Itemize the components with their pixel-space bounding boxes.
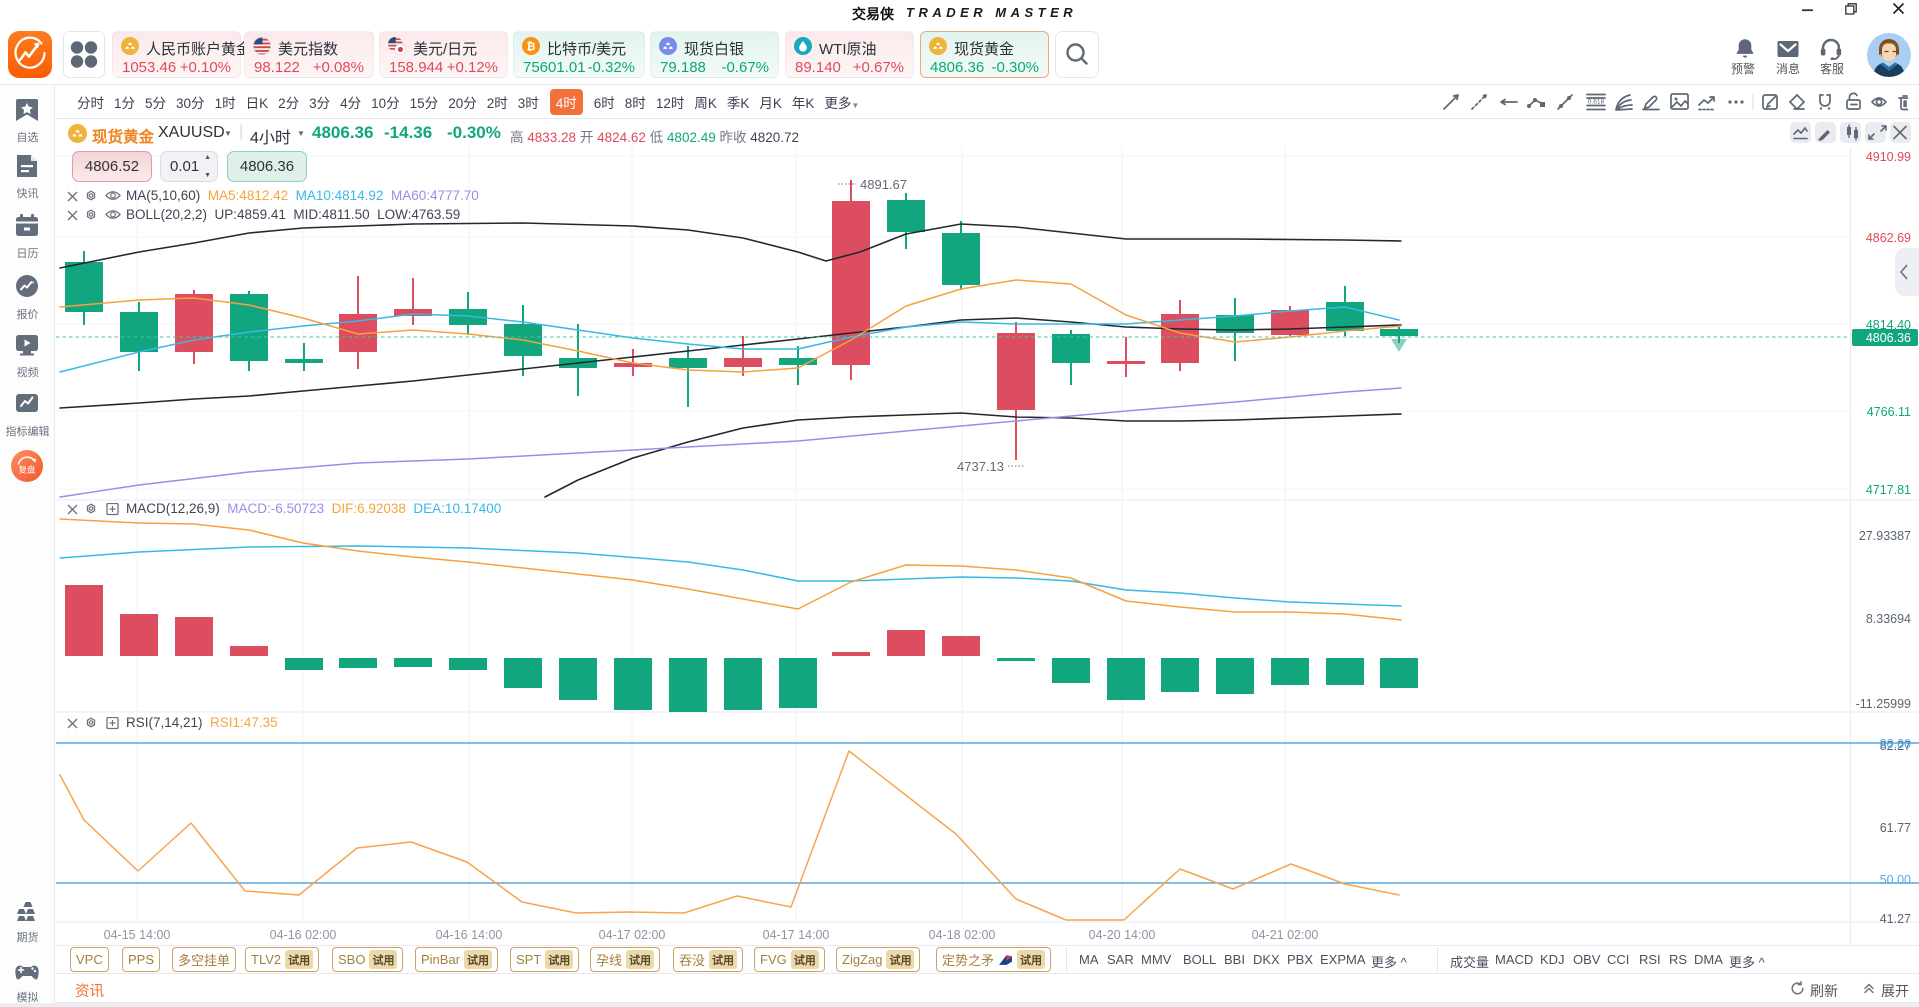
svg-text:04-17 02:00: 04-17 02:00 <box>599 928 666 942</box>
svg-text:04-16 02:00: 04-16 02:00 <box>270 928 337 942</box>
svg-text:复盘: 复盘 <box>18 464 36 476</box>
svg-text:04-15 14:00: 04-15 14:00 <box>104 928 171 942</box>
svg-text:4814.40: 4814.40 <box>1866 318 1911 332</box>
svg-text:₿: ₿ <box>526 41 535 53</box>
svg-text:41.27: 41.27 <box>1880 912 1911 926</box>
svg-text:4910.99: 4910.99 <box>1866 150 1911 164</box>
svg-text:50.00: 50.00 <box>1880 873 1911 887</box>
svg-text:27.93387: 27.93387 <box>1859 529 1911 543</box>
svg-text:8.33694: 8.33694 <box>1866 612 1911 626</box>
svg-text:04-18 02:00: 04-18 02:00 <box>929 928 996 942</box>
svg-text:0.618: 0.618 <box>1588 99 1605 106</box>
svg-text:4766.11: 4766.11 <box>1867 405 1911 419</box>
svg-text:4737.13: 4737.13 <box>957 459 1004 474</box>
svg-text:04-16 14:00: 04-16 14:00 <box>436 928 503 942</box>
svg-text:04-20 14:00: 04-20 14:00 <box>1089 928 1156 942</box>
svg-text:61.77: 61.77 <box>1880 821 1911 835</box>
svg-text:82.27: 82.27 <box>1880 739 1911 753</box>
svg-text:-11.25999: -11.25999 <box>1856 697 1911 711</box>
svg-text:4862.69: 4862.69 <box>1866 231 1911 245</box>
svg-text:04-17 14:00: 04-17 14:00 <box>763 928 830 942</box>
svg-text:4806.36: 4806.36 <box>1866 331 1911 345</box>
svg-text:04-21 02:00: 04-21 02:00 <box>1252 928 1319 942</box>
svg-text:4891.67: 4891.67 <box>860 177 907 192</box>
svg-text:80.00: 80.00 <box>1880 737 1911 751</box>
svg-text:4717.81: 4717.81 <box>1866 483 1911 497</box>
